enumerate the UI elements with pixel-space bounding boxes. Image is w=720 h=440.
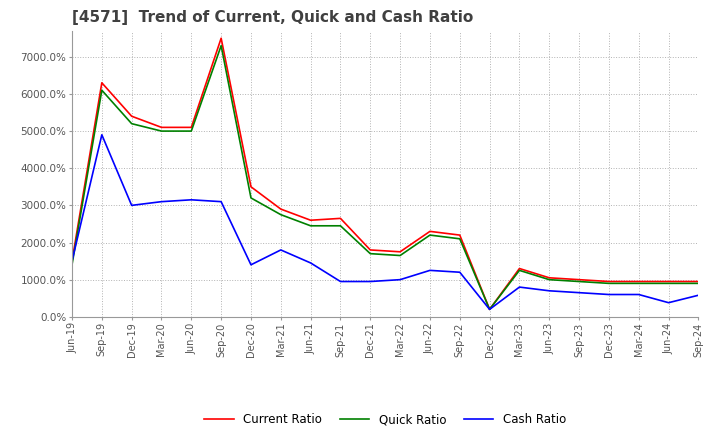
- Quick Ratio: [665, 281, 673, 286]
- Quick Ratio: [276, 212, 285, 217]
- Current Ratio: [694, 279, 703, 284]
- Cash Ratio: [634, 292, 643, 297]
- Quick Ratio: [247, 195, 256, 201]
- Cash Ratio: [396, 277, 405, 282]
- Quick Ratio: [545, 277, 554, 282]
- Current Ratio: [217, 36, 225, 41]
- Cash Ratio: [665, 300, 673, 305]
- Line: Cash Ratio: Cash Ratio: [72, 135, 698, 309]
- Quick Ratio: [97, 88, 106, 93]
- Quick Ratio: [217, 43, 225, 48]
- Quick Ratio: [127, 121, 136, 126]
- Cash Ratio: [426, 268, 434, 273]
- Current Ratio: [68, 258, 76, 264]
- Current Ratio: [634, 279, 643, 284]
- Current Ratio: [366, 247, 374, 253]
- Current Ratio: [605, 279, 613, 284]
- Quick Ratio: [306, 223, 315, 228]
- Current Ratio: [336, 216, 345, 221]
- Line: Current Ratio: Current Ratio: [72, 38, 698, 309]
- Quick Ratio: [694, 281, 703, 286]
- Cash Ratio: [485, 307, 494, 312]
- Quick Ratio: [426, 232, 434, 238]
- Cash Ratio: [157, 199, 166, 204]
- Current Ratio: [306, 218, 315, 223]
- Cash Ratio: [187, 197, 196, 202]
- Quick Ratio: [336, 223, 345, 228]
- Quick Ratio: [634, 281, 643, 286]
- Quick Ratio: [396, 253, 405, 258]
- Cash Ratio: [456, 270, 464, 275]
- Current Ratio: [187, 125, 196, 130]
- Quick Ratio: [187, 128, 196, 134]
- Cash Ratio: [366, 279, 374, 284]
- Cash Ratio: [217, 199, 225, 204]
- Quick Ratio: [575, 279, 583, 284]
- Cash Ratio: [605, 292, 613, 297]
- Current Ratio: [97, 80, 106, 85]
- Current Ratio: [276, 206, 285, 212]
- Current Ratio: [426, 229, 434, 234]
- Cash Ratio: [515, 284, 523, 290]
- Current Ratio: [396, 249, 405, 254]
- Current Ratio: [515, 266, 523, 271]
- Cash Ratio: [575, 290, 583, 295]
- Cash Ratio: [68, 258, 76, 264]
- Line: Quick Ratio: Quick Ratio: [72, 46, 698, 309]
- Cash Ratio: [694, 293, 703, 298]
- Quick Ratio: [157, 128, 166, 134]
- Current Ratio: [485, 307, 494, 312]
- Current Ratio: [127, 114, 136, 119]
- Quick Ratio: [485, 307, 494, 312]
- Current Ratio: [665, 279, 673, 284]
- Cash Ratio: [545, 288, 554, 293]
- Quick Ratio: [605, 281, 613, 286]
- Current Ratio: [456, 232, 464, 238]
- Cash Ratio: [276, 247, 285, 253]
- Quick Ratio: [515, 268, 523, 273]
- Quick Ratio: [456, 236, 464, 242]
- Cash Ratio: [306, 260, 315, 266]
- Current Ratio: [157, 125, 166, 130]
- Current Ratio: [575, 277, 583, 282]
- Quick Ratio: [68, 262, 76, 268]
- Current Ratio: [247, 184, 256, 190]
- Cash Ratio: [247, 262, 256, 268]
- Cash Ratio: [97, 132, 106, 137]
- Current Ratio: [545, 275, 554, 280]
- Text: [4571]  Trend of Current, Quick and Cash Ratio: [4571] Trend of Current, Quick and Cash …: [72, 11, 473, 26]
- Legend: Current Ratio, Quick Ratio, Cash Ratio: Current Ratio, Quick Ratio, Cash Ratio: [199, 409, 571, 431]
- Quick Ratio: [366, 251, 374, 256]
- Cash Ratio: [336, 279, 345, 284]
- Cash Ratio: [127, 203, 136, 208]
